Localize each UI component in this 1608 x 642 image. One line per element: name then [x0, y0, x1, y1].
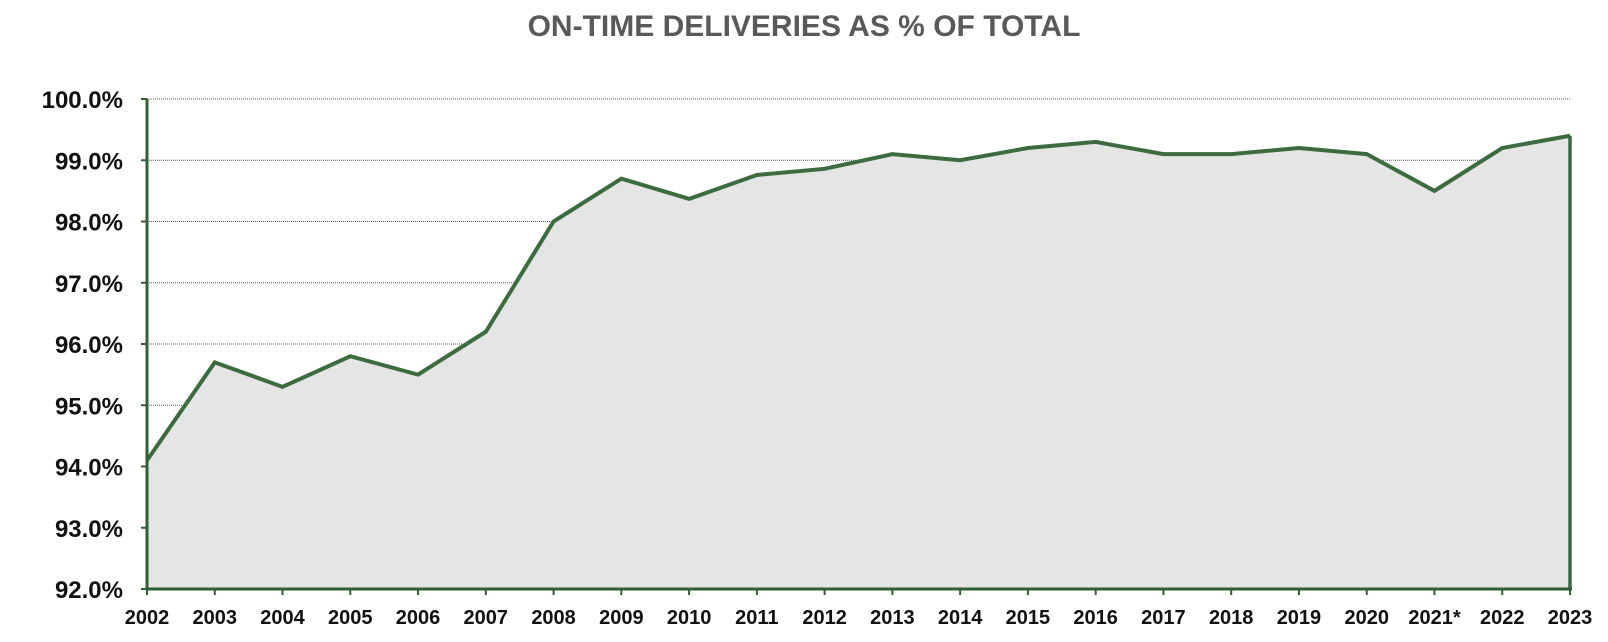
- area-fill: [147, 135, 1570, 589]
- x-tick-label: 2015: [1006, 607, 1051, 629]
- y-tick-label: 97.0%: [55, 271, 123, 298]
- y-tick-label: 94.0%: [55, 455, 123, 482]
- x-tick-label: 2007: [464, 607, 509, 629]
- x-tick-label: 2006: [396, 607, 441, 629]
- x-tick-labels: 2002 2003 2004 2005 2006 2007 2008 2009 2010 2011…: [125, 607, 1593, 629]
- x-tick-label: 2014: [938, 607, 983, 629]
- x-tick-label: 2022: [1480, 607, 1525, 629]
- x-tick-label: 2018: [1209, 607, 1254, 629]
- x-tick-label: 2009: [599, 607, 644, 629]
- series-line: [145, 133, 1571, 462]
- x-tick-label: 2016: [1073, 607, 1118, 629]
- y-tick-label: 93.0%: [55, 516, 123, 543]
- x-tick-label: 2017: [1141, 607, 1186, 629]
- x-tick-label: 2013: [870, 607, 915, 629]
- y-tick-label: 92.0%: [55, 577, 123, 604]
- x-tick-label: 2004: [260, 607, 305, 629]
- x-tick-label: 2002: [125, 607, 170, 629]
- y-tick-label: 96.0%: [55, 332, 123, 359]
- y-tick-label: 99.0%: [55, 148, 123, 175]
- x-tick-label: 2008: [531, 607, 576, 629]
- x-tick-label: 2010: [667, 607, 712, 629]
- x-tick-label: 2012: [802, 607, 847, 629]
- x-tick-label: 2005: [328, 607, 373, 629]
- x-tick-label: 2019: [1277, 607, 1322, 629]
- y-tick-label: 95.0%: [55, 393, 123, 420]
- x-tick-label: 2020: [1344, 607, 1389, 629]
- x-tick-label: 2023: [1548, 607, 1593, 629]
- axes: [141, 98, 1572, 595]
- y-tick-label: 100.0%: [42, 87, 123, 114]
- series-line-layer: [145, 133, 1572, 589]
- y-tick-labels: 92.0% 93.0% 94.0% 95.0% 96.0% 97.0% 98.0% 99.0%…: [42, 87, 123, 604]
- x-tick-label: 2011: [735, 607, 778, 629]
- y-tick-label: 98.0%: [55, 210, 123, 237]
- x-tick-label: 2003: [193, 607, 238, 629]
- area-fill-layer: [147, 135, 1570, 589]
- chart-title: ON-TIME DELIVERIES AS % OF TOTAL: [527, 10, 1081, 43]
- x-tick-label: 2021*: [1408, 607, 1460, 629]
